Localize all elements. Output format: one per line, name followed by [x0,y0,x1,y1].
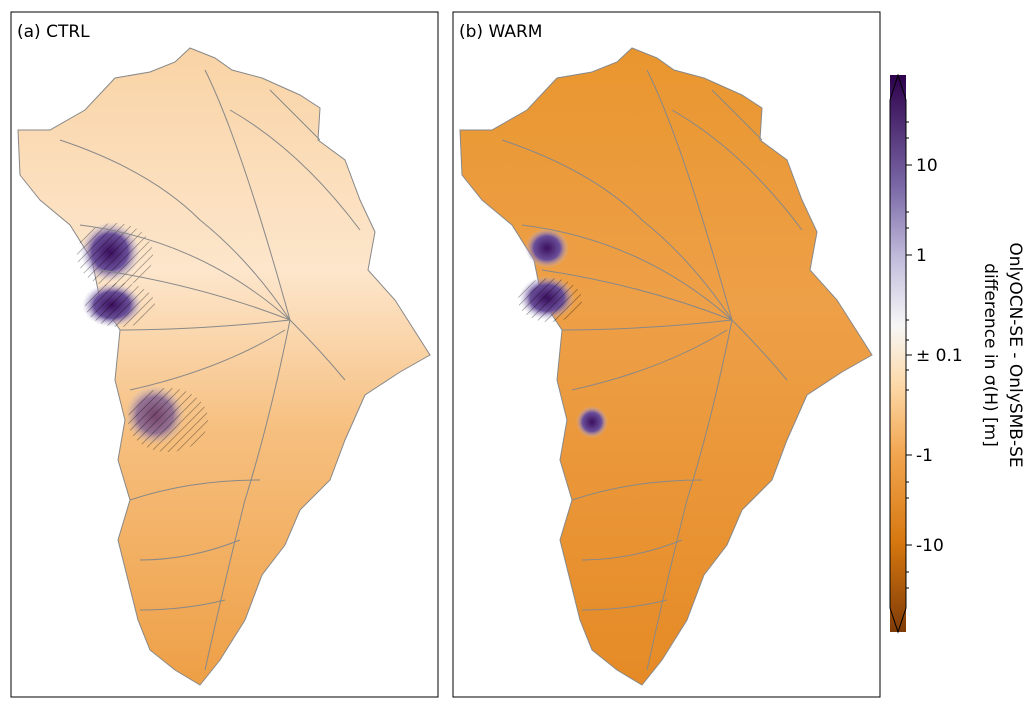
colorbar: 10 1 ± 0.1 -1 -10 OnlyOCN-SE - OnlySMB-S… [889,73,1025,634]
colorbar-label: OnlyOCN-SE - OnlySMB-SE [1005,242,1025,467]
colorbar-label: difference in σ(H) [m] [980,263,1000,447]
panel-label: (a) CTRL [17,22,90,42]
colorbar-tick-label: 1 [916,246,927,266]
colorbar-tick-label: -10 [916,536,944,556]
ice-sheet-map [17,47,431,686]
colorbar-tick-label: 10 [916,156,938,176]
colorbar-tick-label: -1 [916,446,933,466]
panel-label: (b) WARM [459,22,542,42]
colorbar-tick-label: ± 0.1 [916,346,963,366]
ice-sheet-map [459,47,873,686]
